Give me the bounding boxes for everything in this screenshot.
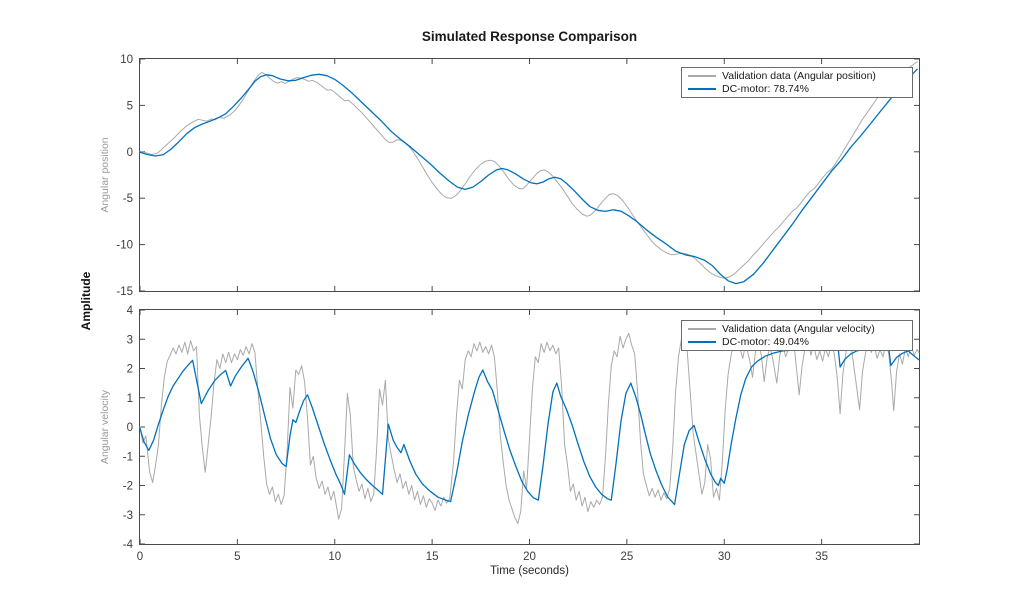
validation-line-swatch	[688, 327, 716, 330]
svg-text:-1: -1	[123, 451, 133, 463]
svg-text:20: 20	[523, 551, 536, 563]
dc-motor-line-swatch	[688, 88, 716, 91]
legend-angular-position[interactable]: Validation data (Angular position) DC-mo…	[681, 67, 913, 98]
svg-text:-15: -15	[116, 286, 133, 298]
top-y-axis-label: Angular position	[99, 137, 111, 213]
svg-text:10: 10	[328, 551, 341, 563]
svg-text:0: 0	[137, 551, 143, 563]
shared-y-axis-label: Amplitude	[79, 271, 93, 331]
bottom-y-axis-label: Angular velocity	[99, 389, 111, 465]
figure-title: Simulated Response Comparison	[421, 29, 638, 44]
svg-text:5: 5	[127, 100, 133, 112]
svg-text:15: 15	[426, 551, 439, 563]
svg-text:10: 10	[120, 54, 133, 66]
svg-text:-4: -4	[123, 539, 134, 551]
svg-text:-10: -10	[116, 240, 133, 252]
svg-text:5: 5	[234, 551, 240, 563]
svg-text:-5: -5	[123, 193, 133, 205]
svg-text:25: 25	[620, 551, 633, 563]
legend-label-validation-velocity: Validation data (Angular velocity)	[722, 322, 875, 335]
svg-text:-3: -3	[123, 510, 133, 522]
legend-row: DC-motor: 49.04%	[688, 336, 906, 350]
svg-text:0: 0	[127, 422, 133, 434]
x-axis-label: Time (seconds)	[490, 565, 569, 577]
dc-motor-line-swatch	[688, 341, 716, 344]
svg-text:4: 4	[127, 305, 134, 317]
legend-row: Validation data (Angular position)	[688, 69, 906, 83]
legend-label-dc-motor-position: DC-motor: 78.74%	[722, 83, 809, 96]
validation-line-swatch	[688, 74, 716, 77]
svg-text:0: 0	[127, 147, 133, 159]
legend-row: DC-motor: 78.74%	[688, 83, 906, 97]
svg-text:1: 1	[127, 393, 133, 405]
legend-label-dc-motor-velocity: DC-motor: 49.04%	[722, 336, 809, 349]
legend-row: Validation data (Angular velocity)	[688, 322, 906, 336]
svg-text:-2: -2	[123, 481, 133, 493]
legend-label-validation-position: Validation data (Angular position)	[722, 69, 876, 82]
legend-angular-velocity[interactable]: Validation data (Angular velocity) DC-mo…	[681, 320, 913, 351]
svg-text:2: 2	[127, 364, 133, 376]
svg-text:35: 35	[815, 551, 828, 563]
svg-text:30: 30	[718, 551, 731, 563]
svg-text:3: 3	[127, 334, 133, 346]
